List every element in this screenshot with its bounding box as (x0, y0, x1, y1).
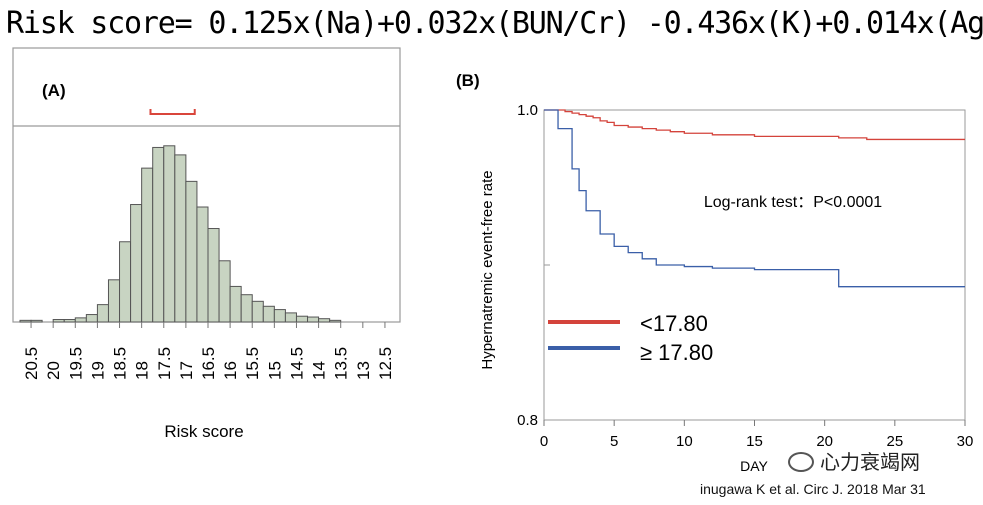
formula-title: Risk score= 0.125x(Na)+0.032x(BUN/Cr) -0… (6, 6, 983, 41)
x-axis-ticks: 0 5 10 15 20 25 30 (540, 420, 974, 450)
y-tick-label: 1.0 (517, 102, 538, 119)
histogram-bar (307, 316, 320, 323)
panel-b-frame (543, 109, 966, 421)
histogram-bar (240, 294, 253, 323)
citation: inugawa K et al. Circ J. 2018 Mar 31 (700, 481, 926, 497)
x-tick-label: 20 (816, 433, 833, 450)
legend: <17.80 ≥ 17.80 (548, 311, 713, 365)
histogram-bar (218, 260, 231, 323)
x-tick-label: 10 (676, 433, 693, 450)
x-tick-label: 14.5 (287, 347, 306, 380)
x-tick-label: 0 (540, 433, 548, 450)
range-marker (149, 109, 196, 115)
panel-a-label: (A) (42, 81, 66, 100)
series-line-low-risk (544, 109, 965, 141)
histogram-bar (251, 300, 264, 323)
histogram-bars (19, 145, 342, 323)
histogram-bar (96, 304, 109, 323)
x-tick-label: 18.5 (111, 347, 130, 380)
histogram-bar (52, 319, 65, 323)
series-line-high-risk (544, 109, 965, 288)
histogram-bar (130, 204, 143, 323)
histogram-bar (74, 317, 87, 323)
x-tick-label: 14 (310, 361, 329, 380)
x-tick-label: 15 (746, 433, 763, 450)
x-tick-label: 20.5 (22, 347, 41, 380)
histogram-bar (329, 319, 342, 323)
x-tick-label: 17 (177, 361, 196, 380)
panel-a-histogram: (A) 20.5 20 19.5 19 18.5 18 17.5 17 16.5 16 15.5 15… (12, 47, 401, 441)
x-tick-label: 18 (133, 361, 152, 380)
histogram-bar (262, 305, 275, 323)
survival-lines (544, 109, 965, 288)
x-tick-label: 20 (44, 361, 63, 380)
histogram-bar (85, 314, 98, 323)
x-tick-label: 5 (610, 433, 618, 450)
histogram-bar (63, 319, 76, 323)
histogram-bar (207, 228, 220, 323)
histogram-bar (141, 167, 154, 323)
x-axis-label-day: DAY (740, 458, 768, 474)
histogram-bar (174, 154, 187, 323)
panel-b-label: (B) (456, 71, 480, 90)
x-tick-label: 16.5 (199, 347, 218, 380)
panel-b-km-curve: (B) 0 5 10 15 20 25 30 0.8 1.0 Log-rank test：P<… (456, 71, 973, 474)
x-tick-label: 19 (88, 361, 107, 380)
x-tick-label: 13 (354, 361, 373, 380)
x-tick-label: 17.5 (155, 347, 174, 380)
x-tick-label: 19.5 (66, 347, 85, 380)
histogram-bar (318, 318, 331, 323)
x-axis-ticks: 20.5 20 19.5 19 18.5 18 17.5 17 16.5 16 15.5 15 14.5… (22, 322, 395, 380)
histogram-bar (30, 319, 43, 323)
histogram-bar (295, 315, 309, 323)
x-tick-label: 25 (886, 433, 903, 450)
x-tick-label: 16 (221, 361, 240, 380)
histogram-bar (185, 180, 198, 323)
x-axis-label: Risk score (164, 422, 243, 441)
x-tick-label: 30 (957, 433, 974, 450)
histogram-bar (196, 206, 209, 323)
histogram-bar (19, 319, 32, 323)
histogram-bar (107, 279, 121, 323)
watermark: 心力衰竭网 (788, 448, 978, 476)
y-axis-ticks: 0.8 1.0 (517, 102, 538, 429)
y-tick-label: 0.8 (517, 412, 538, 429)
histogram-bar (163, 145, 176, 323)
log-rank-annotation: Log-rank test：P<0.0001 (704, 194, 882, 211)
histogram-bar (119, 241, 132, 323)
x-tick-label: 12.5 (376, 347, 395, 380)
legend-label-low: <17.80 (640, 311, 708, 336)
histogram-bar (284, 312, 297, 323)
histogram-bar (152, 146, 165, 323)
watermark-text: 心力衰竭网 (820, 450, 920, 474)
x-tick-label: 15 (265, 361, 284, 380)
legend-label-high: ≥ 17.80 (640, 340, 713, 365)
chat-bubble-icon (788, 451, 814, 472)
x-tick-label: 13.5 (332, 347, 351, 380)
x-tick-label: 15.5 (243, 347, 262, 380)
histogram-bar (273, 309, 286, 323)
histogram-bar (229, 285, 242, 323)
range-marker-bracket (149, 109, 196, 115)
y-axis-label: Hypernatremic event-free rate (479, 170, 496, 369)
